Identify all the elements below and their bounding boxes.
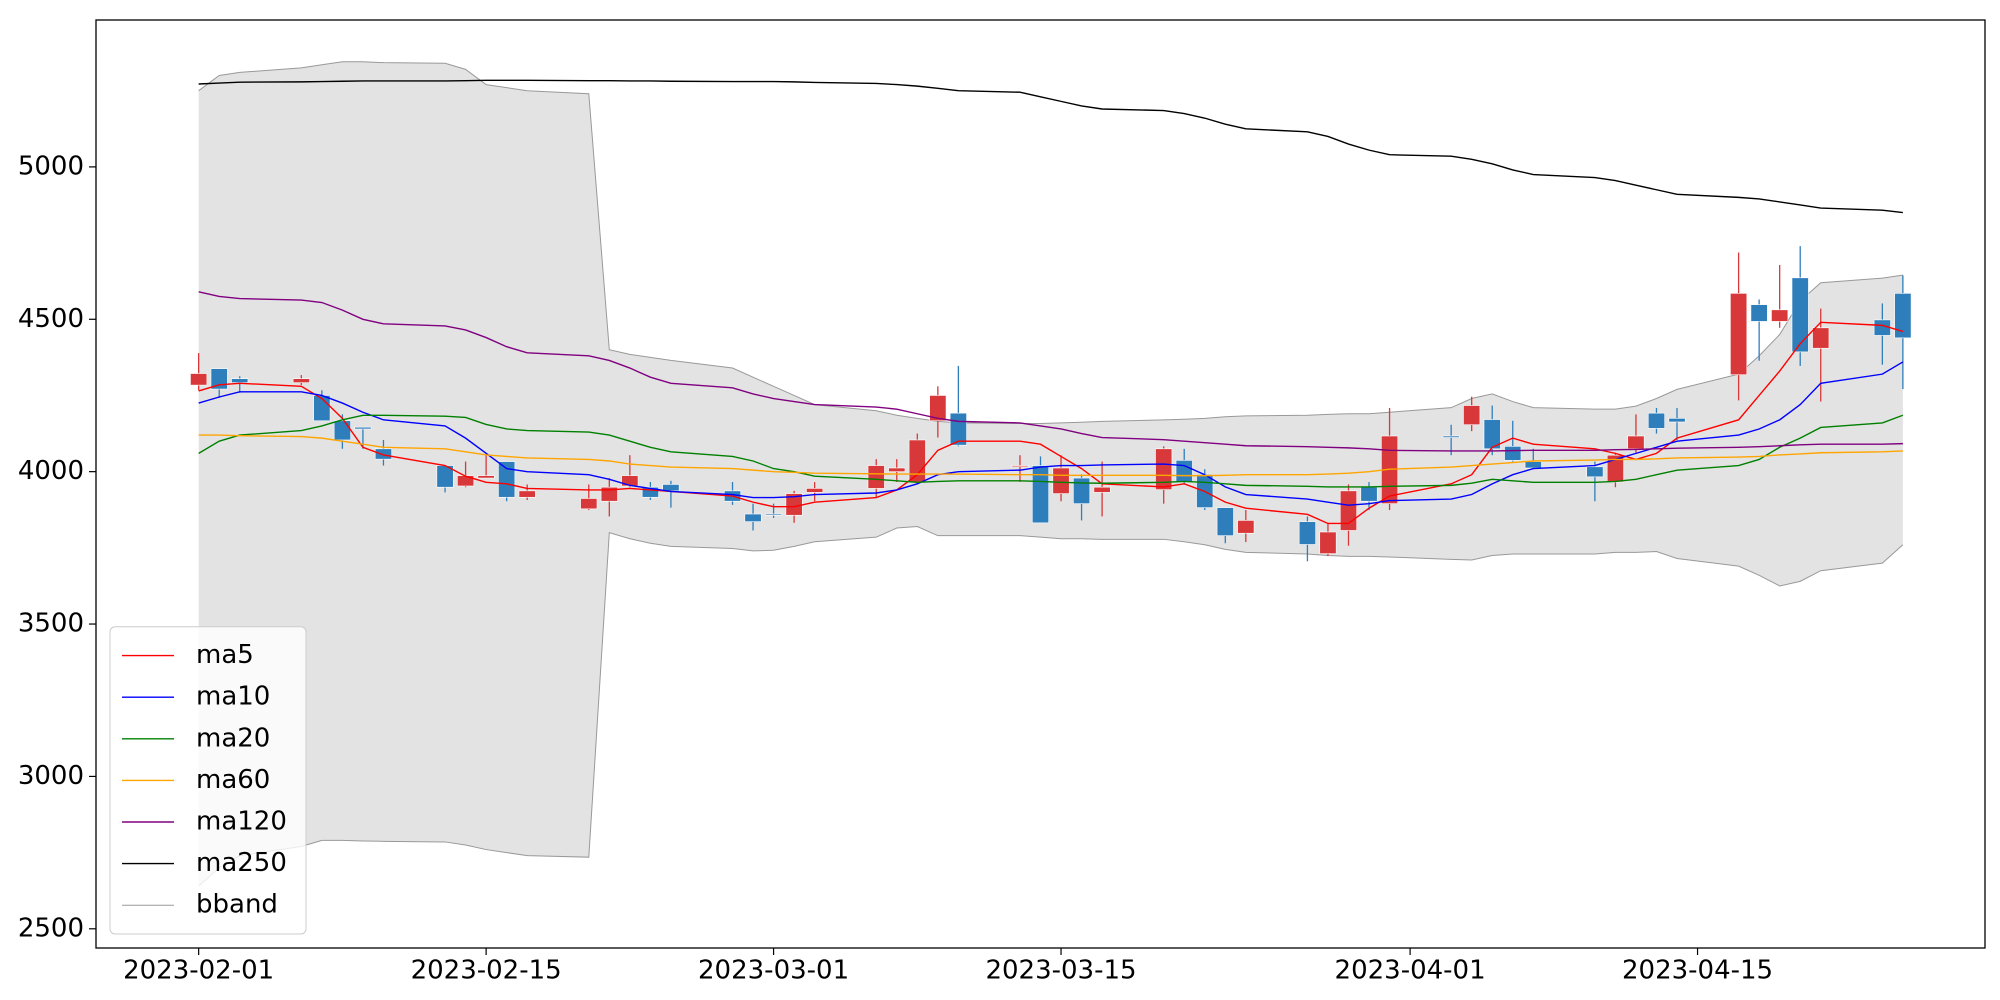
candle-body bbox=[806, 488, 824, 493]
axes: 2500 3000 3500 4000 4500 5000 2023-02-01 2023-0… bbox=[18, 151, 1773, 985]
candle-body bbox=[908, 439, 926, 483]
band-upper bbox=[198, 61, 1903, 425]
candle-body bbox=[1627, 435, 1645, 450]
candle-body bbox=[621, 475, 639, 487]
candle-body bbox=[1175, 460, 1193, 483]
y-tick-label: 4500 bbox=[18, 304, 84, 334]
candle-body bbox=[888, 467, 906, 472]
candle-body bbox=[374, 448, 392, 460]
candle-body bbox=[333, 420, 351, 441]
candle-body bbox=[1360, 486, 1378, 502]
candle-body bbox=[354, 426, 372, 430]
candle-body bbox=[1339, 490, 1358, 531]
legend-label: ma120 bbox=[196, 807, 287, 837]
legend-label: ma5 bbox=[196, 640, 254, 670]
candle-body bbox=[1463, 405, 1481, 426]
candle-body bbox=[1812, 327, 1830, 349]
ma-line bbox=[198, 414, 1904, 488]
x-tick-label: 2023-02-15 bbox=[411, 956, 562, 986]
y-tick-label: 2500 bbox=[18, 913, 84, 943]
candle-body bbox=[1771, 309, 1789, 322]
legend-label: ma20 bbox=[196, 723, 270, 753]
legend-label: ma10 bbox=[196, 682, 270, 712]
candle-body bbox=[949, 412, 967, 446]
legend: ma5 ma10 ma20 ma60 ma120 ma250 bband bbox=[109, 626, 307, 935]
plot-area bbox=[190, 61, 1912, 887]
band-fill bbox=[198, 61, 1903, 887]
candle-body bbox=[1093, 486, 1111, 493]
candle-body bbox=[477, 475, 495, 479]
candle-body bbox=[1483, 419, 1501, 450]
candle-body bbox=[1073, 477, 1091, 504]
candle-body bbox=[580, 498, 598, 510]
candle-body bbox=[1668, 418, 1686, 423]
ma-line bbox=[198, 434, 1903, 477]
legend-label: ma250 bbox=[196, 848, 287, 878]
ma-line bbox=[198, 361, 1904, 506]
x-tick-label: 2023-04-01 bbox=[1335, 956, 1486, 986]
candle-body bbox=[518, 490, 536, 498]
candle-body bbox=[1442, 435, 1460, 438]
candle-body bbox=[641, 486, 659, 498]
x-tick-label: 2023-03-01 bbox=[698, 956, 849, 986]
candle-body bbox=[1504, 446, 1522, 461]
candle-body bbox=[1730, 293, 1748, 376]
candle-body bbox=[1586, 466, 1604, 478]
candle-body bbox=[1298, 521, 1316, 545]
candle-body bbox=[1894, 293, 1912, 339]
candle-body bbox=[1647, 412, 1665, 429]
candle-body bbox=[292, 378, 310, 383]
legend-frame bbox=[109, 626, 307, 935]
candle-body bbox=[1237, 520, 1255, 534]
candle-body bbox=[498, 461, 516, 498]
candle-body bbox=[1216, 507, 1234, 536]
candle-body bbox=[600, 486, 618, 502]
ma-line bbox=[198, 79, 1903, 214]
ma-line bbox=[198, 321, 1904, 525]
candle-body bbox=[867, 465, 885, 489]
y-tick-label: 3500 bbox=[18, 609, 84, 639]
x-tick-label: 2023-02-01 bbox=[123, 956, 274, 986]
candle-body bbox=[1052, 467, 1070, 494]
y-tick-label: 3000 bbox=[18, 761, 84, 791]
candle-body bbox=[457, 475, 475, 487]
legend-label: ma60 bbox=[196, 765, 270, 795]
candle-body bbox=[1750, 304, 1768, 322]
y-tick-label: 5000 bbox=[18, 151, 84, 181]
candle-body bbox=[1011, 465, 1029, 468]
candle-body bbox=[929, 395, 947, 422]
y-tick-label: 4000 bbox=[18, 456, 84, 486]
candle-body bbox=[1319, 531, 1337, 554]
legend-label: bband bbox=[196, 890, 278, 920]
candle-body bbox=[1791, 277, 1809, 353]
candle-body bbox=[1524, 461, 1542, 469]
ma-line bbox=[198, 291, 1903, 452]
candle-body bbox=[744, 513, 762, 522]
candle-body bbox=[190, 373, 208, 386]
candle-body bbox=[1031, 465, 1050, 524]
candle-body bbox=[662, 484, 680, 492]
x-tick-label: 2023-03-15 bbox=[985, 956, 1136, 986]
band-lower bbox=[198, 526, 1904, 887]
candle-body bbox=[765, 513, 783, 516]
candle-body bbox=[231, 378, 249, 383]
x-tick-label: 2023-04-15 bbox=[1622, 956, 1773, 986]
candle-body bbox=[1155, 448, 1173, 490]
